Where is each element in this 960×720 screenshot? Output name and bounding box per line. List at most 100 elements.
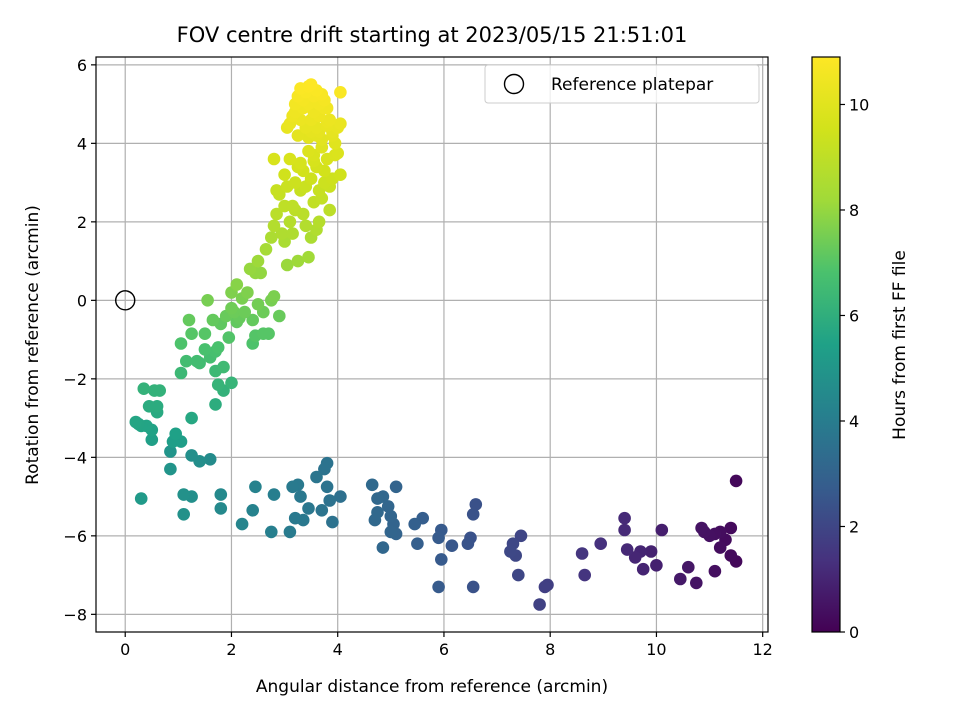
data-point	[334, 86, 347, 99]
data-point	[270, 184, 283, 197]
x-tick-label: 0	[120, 640, 130, 659]
data-point	[411, 537, 424, 550]
data-point	[432, 580, 445, 594]
y-tick-label: −2	[63, 370, 87, 389]
plot-frame	[95, 56, 769, 633]
data-point	[384, 509, 398, 523]
data-point	[724, 549, 738, 562]
data-point	[504, 545, 517, 558]
data-point	[214, 502, 228, 515]
data-point	[164, 445, 177, 458]
data-point	[312, 215, 326, 229]
data-point	[294, 490, 307, 503]
data-point	[185, 411, 198, 425]
reference-marker	[115, 290, 136, 311]
y-tick-label: 2	[77, 213, 87, 232]
data-point	[650, 559, 663, 572]
data-point	[644, 545, 658, 558]
data-point	[265, 231, 278, 244]
data-point	[249, 480, 262, 494]
y-axis: −8 −6 −4 −2 0 2 4 6	[63, 56, 96, 624]
data-point	[270, 207, 283, 221]
y-tick-label: −8	[63, 605, 87, 624]
data-point	[288, 176, 302, 189]
x-axis: 0 2 4 6 8 10 12	[120, 632, 773, 659]
data-point	[267, 488, 281, 501]
data-point	[304, 172, 318, 185]
data-point	[376, 541, 390, 554]
data-point	[291, 254, 305, 268]
data-point	[304, 78, 318, 91]
colorbar-gradient	[812, 57, 840, 632]
data-point	[262, 327, 275, 341]
data-point	[209, 398, 222, 411]
data-point	[514, 529, 528, 543]
data-point	[214, 488, 228, 501]
data-point	[265, 525, 278, 539]
data-point	[134, 492, 148, 505]
data-point	[246, 504, 259, 517]
data-point	[182, 313, 196, 327]
grid	[96, 57, 768, 632]
data-point	[174, 337, 188, 350]
data-point	[230, 278, 244, 291]
data-point	[466, 508, 480, 521]
data-point	[198, 327, 212, 341]
data-point	[169, 427, 182, 441]
reference-point-marker	[115, 290, 136, 311]
x-tick-label: 2	[226, 640, 236, 659]
data-point	[461, 537, 475, 550]
data-point	[283, 152, 297, 166]
data-point	[320, 480, 334, 494]
data-point	[318, 462, 331, 476]
data-point	[655, 523, 669, 537]
data-point	[578, 568, 591, 582]
data-point	[129, 415, 143, 429]
colorbar-tick-label: 0	[849, 623, 859, 642]
data-point	[190, 354, 204, 368]
data-point	[538, 580, 552, 594]
data-point	[206, 313, 220, 327]
colorbar-frame	[811, 56, 841, 633]
data-point	[618, 511, 631, 525]
data-point	[185, 449, 198, 462]
data-point	[164, 462, 177, 476]
y-axis-label: Rotation from reference (arcmin)	[23, 205, 43, 485]
data-point	[254, 266, 267, 280]
data-point	[326, 515, 339, 529]
data-point	[368, 513, 382, 527]
colorbar: 0 2 4 6 8 10 Hours from first FF file	[811, 56, 910, 642]
data-point	[275, 227, 289, 240]
x-tick-label: 8	[545, 640, 555, 659]
data-point	[466, 580, 480, 594]
data-point	[145, 433, 159, 447]
data-point	[724, 521, 738, 535]
data-point	[286, 199, 299, 213]
data-point	[278, 168, 291, 181]
data-point	[674, 572, 687, 586]
data-point	[575, 547, 589, 560]
data-point	[371, 492, 384, 505]
legend-marker-icon	[503, 73, 525, 95]
data-point	[283, 525, 297, 539]
data-point	[365, 478, 379, 492]
data-point	[594, 537, 607, 550]
data-point	[259, 243, 273, 256]
data-point	[533, 598, 546, 611]
data-point	[238, 305, 251, 319]
y-tick-label: 4	[77, 134, 87, 153]
data-point	[636, 562, 650, 576]
colorbar-tick-label: 8	[849, 201, 859, 220]
data-point	[381, 500, 395, 513]
data-point	[315, 504, 329, 517]
legend: Reference platepar	[484, 64, 760, 104]
data-point	[251, 254, 265, 268]
data-point	[435, 553, 448, 566]
data-point	[198, 343, 212, 356]
data-point	[280, 258, 294, 272]
data-point	[432, 531, 445, 545]
data-point	[246, 313, 259, 327]
y-tick-label: 6	[77, 56, 87, 75]
data-point	[294, 156, 307, 170]
data-point	[729, 474, 743, 488]
